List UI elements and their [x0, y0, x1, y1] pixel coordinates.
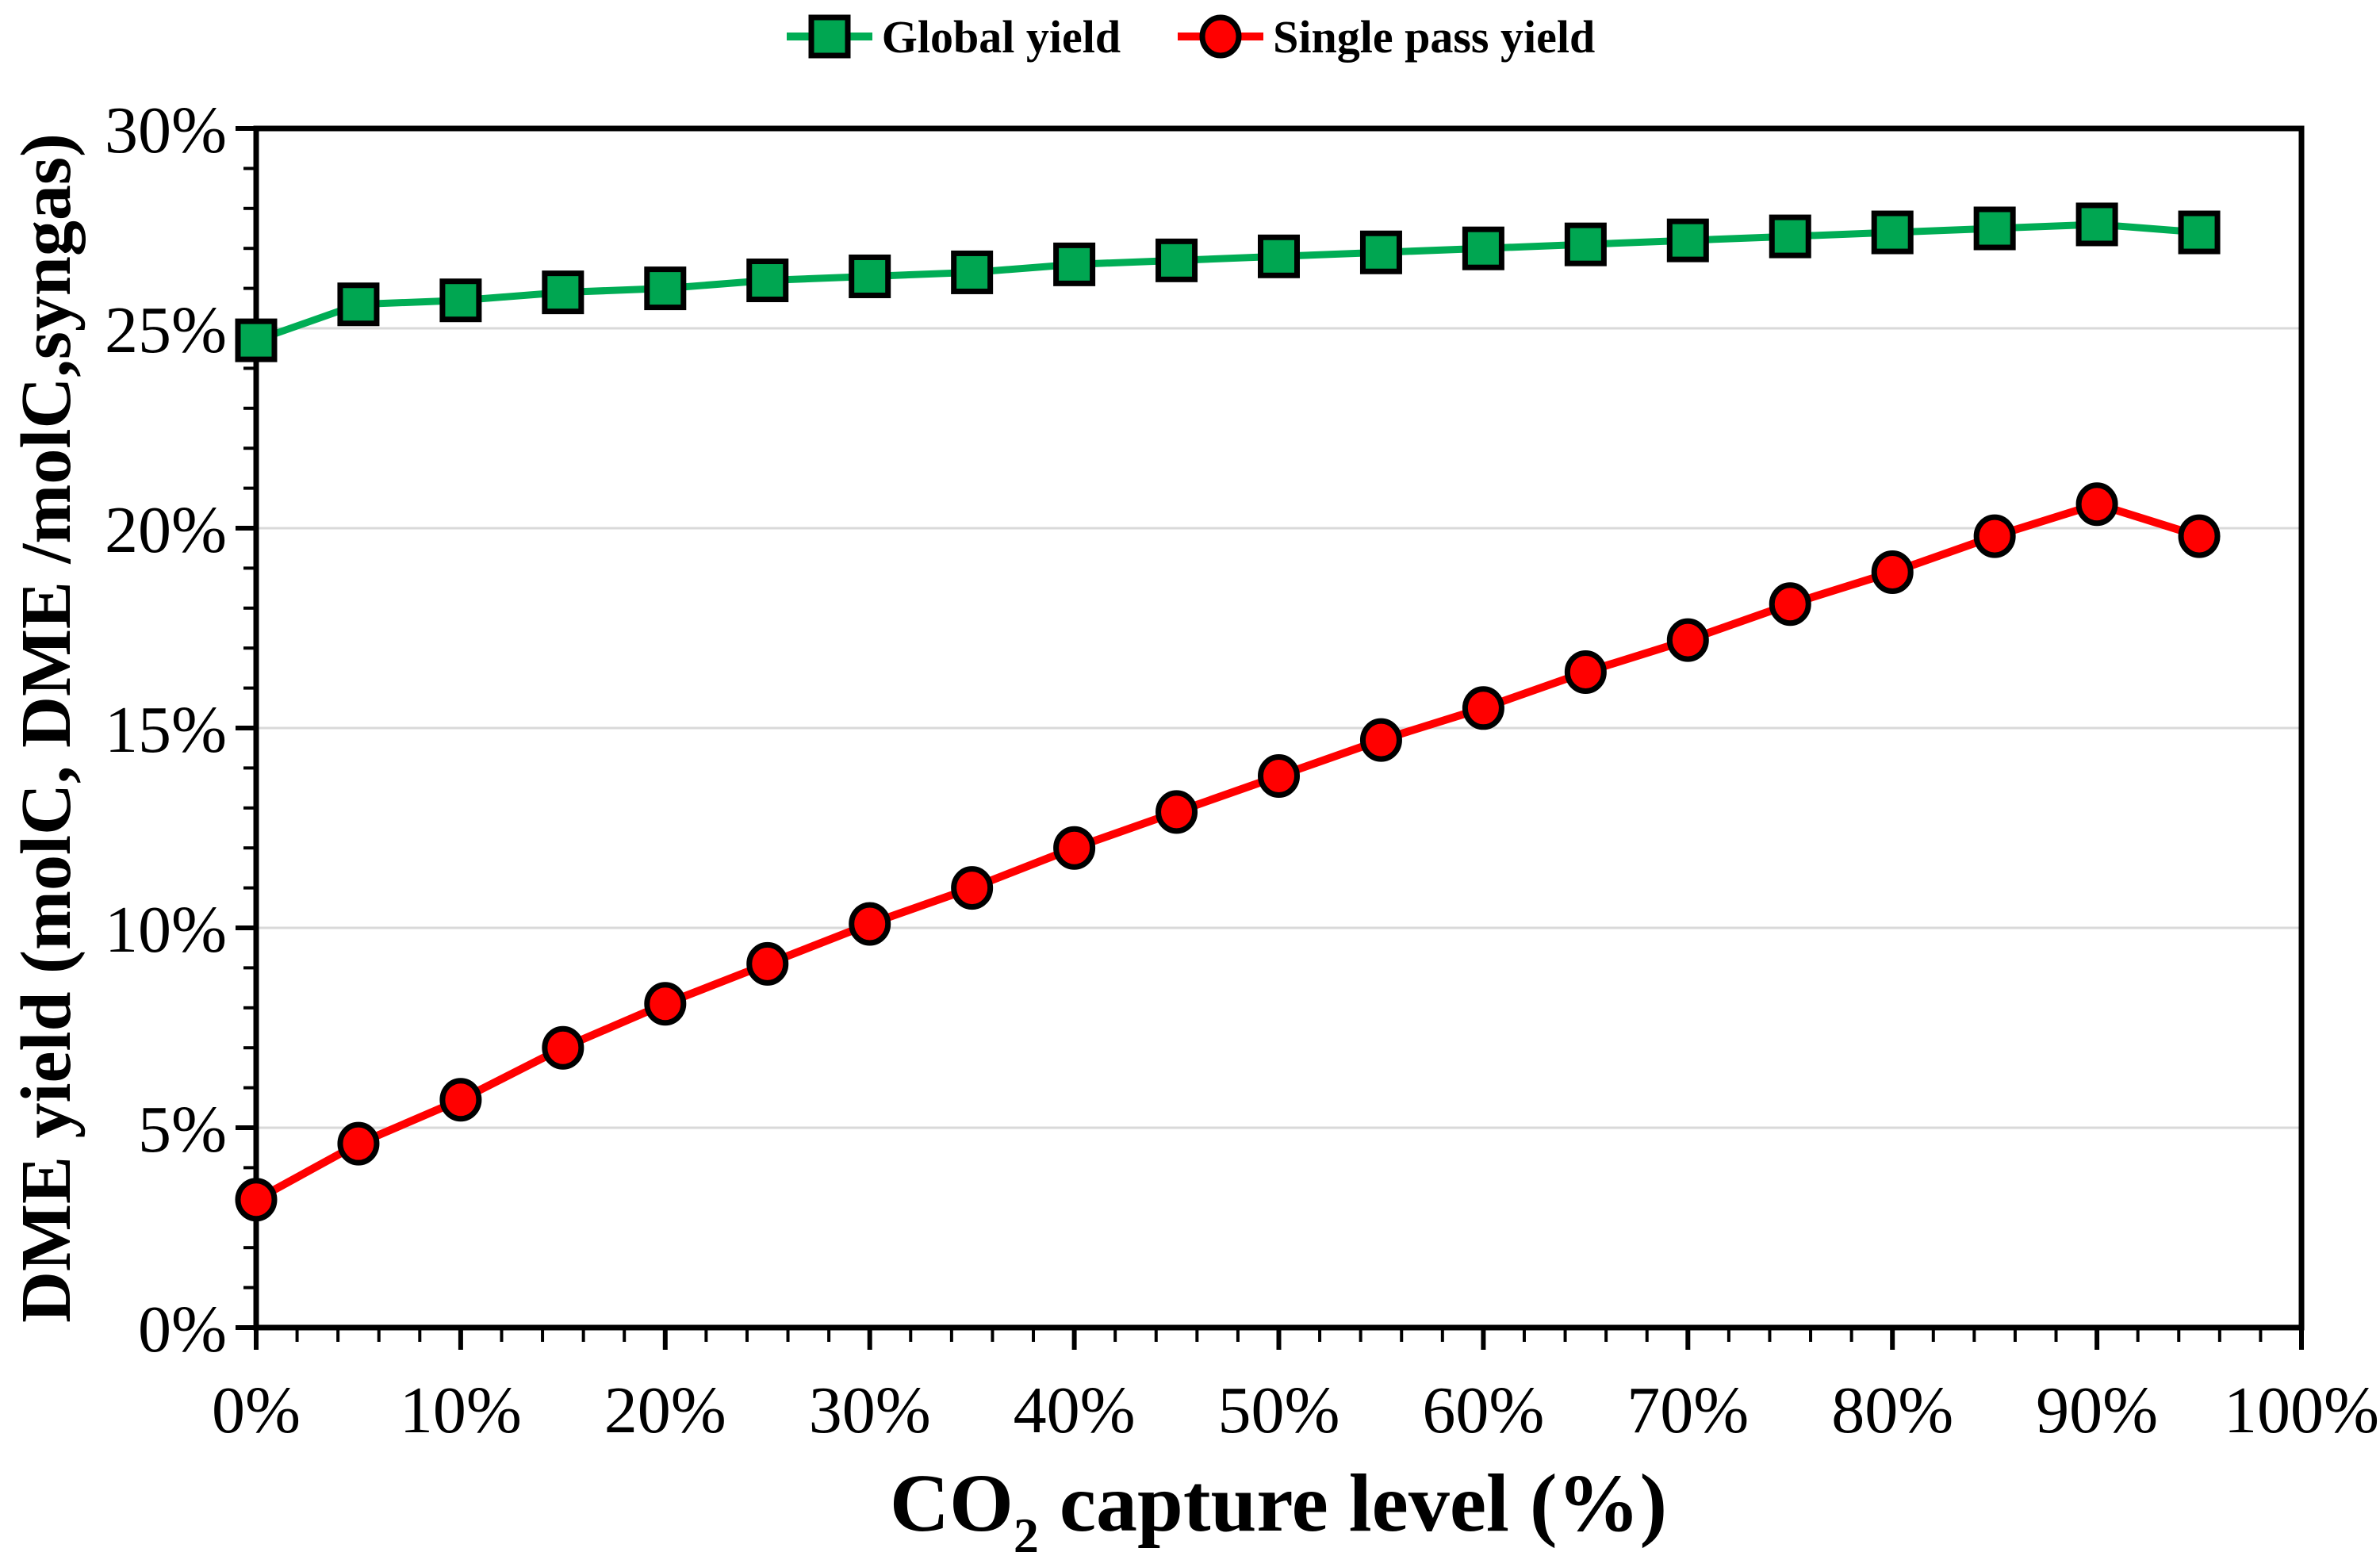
- y-tick-label: 15%: [105, 693, 227, 767]
- data-point-global-yield: [644, 266, 687, 311]
- data-point-global-yield: [439, 278, 482, 323]
- x-axis-title-prefix: CO: [890, 1458, 1014, 1549]
- y-tick-label: 20%: [105, 493, 227, 567]
- x-tick-label: 30%: [809, 1374, 931, 1447]
- data-point-single-pass-yield: [542, 1025, 584, 1070]
- data-point-single-pass-yield: [1359, 718, 1402, 762]
- x-axis-title-subscript: 2: [1014, 1508, 1039, 1552]
- data-point-global-yield: [951, 250, 994, 294]
- data-point-single-pass-yield: [1871, 550, 1914, 594]
- data-point-single-pass-yield: [1156, 790, 1198, 834]
- data-point-global-yield: [2178, 210, 2221, 255]
- legend-square-marker-icon: [808, 14, 851, 59]
- data-point-global-yield: [1258, 234, 1300, 278]
- data-point-global-yield: [849, 254, 891, 298]
- data-point-global-yield: [1564, 222, 1607, 266]
- data-point-single-pass-yield: [644, 982, 687, 1026]
- x-tick-label: 40%: [1014, 1374, 1136, 1447]
- legend-swatch-global-yield: [786, 14, 872, 59]
- y-axis-title: DME yield (molC, DME /molC,syngas): [7, 133, 86, 1323]
- data-point-single-pass-yield: [1462, 686, 1504, 730]
- data-point-single-pass-yield: [1666, 618, 1709, 662]
- plot-frame: [253, 125, 2305, 1331]
- data-point-global-yield: [2075, 202, 2118, 247]
- x-tick-label: 20%: [604, 1374, 726, 1447]
- y-tick-label: 5%: [138, 1093, 227, 1167]
- legend-swatch-single-pass-yield: [1178, 14, 1264, 59]
- x-axis-title: CO2 capture level (%): [890, 1458, 1667, 1552]
- y-tick-label: 10%: [105, 893, 227, 967]
- data-point-global-yield: [542, 270, 584, 315]
- data-point-global-yield: [337, 282, 380, 327]
- data-point-single-pass-yield: [849, 902, 891, 946]
- gridlines: [256, 327, 2301, 1129]
- data-point-single-pass-yield: [1258, 753, 1300, 798]
- series-global-yield: [235, 202, 2221, 362]
- plot-frame-border: [253, 125, 2305, 1331]
- data-point-global-yield: [1156, 238, 1198, 282]
- data-point-single-pass-yield: [1769, 582, 1811, 627]
- x-tick-label: 60%: [1422, 1374, 1544, 1447]
- data-point-global-yield: [1769, 214, 1811, 259]
- x-tick-label: 100%: [2224, 1374, 2379, 1447]
- data-point-single-pass-yield: [2178, 514, 2221, 558]
- data-point-global-yield: [1973, 206, 2016, 251]
- x-tick-label: 90%: [2036, 1374, 2158, 1447]
- legend-circle-marker-icon: [1199, 14, 1242, 59]
- x-tick-label: 10%: [400, 1374, 522, 1447]
- tick-labels: 0% 5% 10% 15% 20% 25% 30% 0% 10% 20% 30% 40% 50% 60% 7…: [105, 94, 2379, 1447]
- data-point-single-pass-yield: [235, 1178, 278, 1222]
- x-axis-title-suffix: capture level (%): [1039, 1458, 1667, 1549]
- data-point-global-yield: [1462, 226, 1504, 270]
- legend-item: Global yield: [785, 1, 1121, 72]
- x-tick-label: 0%: [212, 1374, 301, 1447]
- data-point-global-yield: [1359, 230, 1402, 274]
- x-tick-label: 80%: [1831, 1374, 1953, 1447]
- data-point-single-pass-yield: [2075, 482, 2118, 527]
- legend-item: Single pass yield: [1176, 1, 1595, 72]
- data-point-global-yield: [746, 259, 789, 303]
- legend-label: Global yield: [881, 10, 1121, 63]
- x-tick-label: 50%: [1218, 1374, 1340, 1447]
- series-line-single-pass-yield: [252, 500, 2204, 1204]
- data-point-single-pass-yield: [1973, 514, 2016, 558]
- data-point-single-pass-yield: [439, 1078, 482, 1122]
- data-point-single-pass-yield: [337, 1121, 380, 1166]
- series-single-pass-yield: [235, 482, 2221, 1222]
- legend-label: Single pass yield: [1273, 10, 1596, 63]
- y-tick-label: 30%: [105, 94, 227, 167]
- data-point-single-pass-yield: [1564, 650, 1607, 694]
- y-tick-label: 0%: [138, 1293, 227, 1366]
- x-tick-label: 70%: [1627, 1374, 1749, 1447]
- axis-ticks: [236, 126, 2304, 1350]
- data-point-global-yield: [1871, 210, 1914, 255]
- data-point-single-pass-yield: [746, 941, 789, 986]
- chart-legend: Global yield Single pass yield: [0, 0, 2380, 73]
- y-tick-label: 25%: [105, 293, 227, 367]
- data-point-single-pass-yield: [951, 866, 994, 910]
- data-point-single-pass-yield: [1053, 826, 1096, 870]
- data-point-global-yield: [1053, 242, 1096, 286]
- data-point-global-yield: [1666, 218, 1709, 262]
- data-point-global-yield: [235, 318, 278, 362]
